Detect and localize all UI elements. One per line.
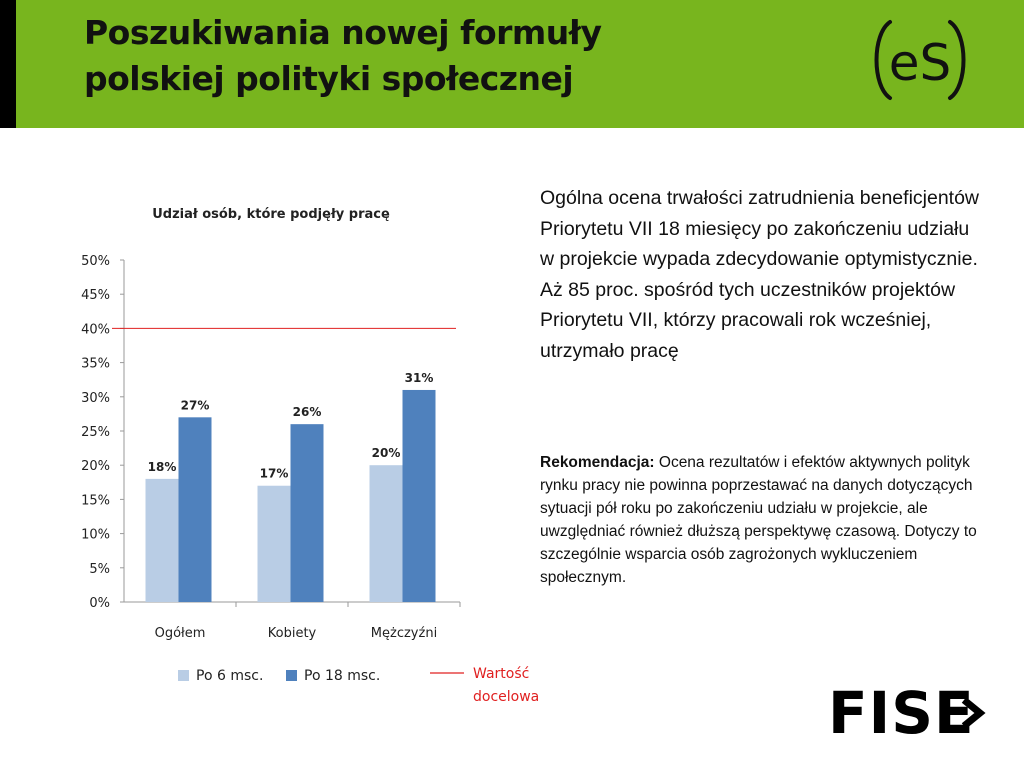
bar: [257, 485, 291, 602]
y-axis-ticks: 0% 5% 10% 15% 20% 25% 30% 35% 40% 45% 50%: [81, 254, 124, 611]
bar-data-label: 27%: [181, 398, 210, 412]
slide-title-line2: polskiej polityki społecznej: [84, 59, 574, 98]
legend-swatch: [286, 670, 297, 681]
recommendation-body: Ocena rezultatów i efektów aktywnych pol…: [540, 454, 977, 586]
y-tick-label: 10%: [81, 528, 110, 543]
target-legend-label-line2: docelowa: [473, 689, 539, 705]
bar-data-label: 17%: [260, 467, 289, 481]
fise-logo-text: FISE: [828, 679, 975, 747]
legend-label: Po 18 msc.: [304, 668, 380, 684]
bar-data-label: 18%: [148, 460, 177, 474]
recommendation-paragraph: Rekomendacja: Ocena rezultatów i efektów…: [540, 451, 980, 589]
slide-title: Poszukiwania nowej formuły polskiej poli…: [84, 10, 602, 102]
es-logo-right-paren: [948, 20, 966, 100]
y-tick-label: 15%: [81, 493, 110, 508]
bar: [369, 465, 403, 602]
legend: Po 6 msc. Po 18 msc.: [178, 668, 380, 684]
es-logo: eS: [874, 20, 966, 100]
x-category-label: Kobiety: [268, 626, 317, 641]
legend-swatch: [178, 670, 189, 681]
x-axis-labels: Ogółem Kobiety Mężczyźni: [155, 602, 461, 641]
y-tick-label: 30%: [81, 391, 110, 406]
y-tick-label: 5%: [89, 562, 110, 577]
bar: [145, 478, 179, 602]
x-category-label: Ogółem: [155, 626, 206, 641]
bar: [402, 389, 436, 602]
header-accent-strip: [0, 0, 16, 128]
y-tick-label: 0%: [89, 596, 110, 611]
x-category-label: Mężczyźni: [371, 626, 437, 641]
legend-label: Po 6 msc.: [196, 668, 263, 684]
bar: [290, 424, 324, 602]
header-bar: Poszukiwania nowej formuły polskiej poli…: [0, 0, 1024, 128]
slide-title-line1: Poszukiwania nowej formuły: [84, 13, 602, 52]
recommendation-label: Rekomendacja:: [540, 454, 655, 471]
bar-data-label: 26%: [293, 405, 322, 419]
y-tick-label: 20%: [81, 459, 110, 474]
y-tick-label: 45%: [81, 288, 110, 303]
es-logo-left-paren: [874, 20, 892, 100]
summary-paragraph: Ogólna ocena trwałości zatrudnienia bene…: [540, 187, 980, 362]
bar-data-label: 20%: [372, 446, 401, 460]
fise-arrow-icon: [961, 697, 986, 729]
y-tick-label: 35%: [81, 357, 110, 372]
chart-title: Udział osób, które podjęły pracę: [152, 207, 390, 222]
y-tick-label: 40%: [81, 322, 110, 337]
y-tick-label: 25%: [81, 425, 110, 440]
bar-series: 18% 27% 17% 26% 20% 31%: [145, 371, 436, 602]
es-logo-text: eS: [889, 34, 952, 92]
target-legend-label-line1: Wartość: [473, 666, 529, 682]
y-tick-label: 50%: [81, 254, 110, 269]
bar-data-label: 31%: [405, 371, 434, 385]
bar-chart: Udział osób, które podjęły pracę 0% 5% 10%…: [81, 207, 539, 705]
bar: [178, 417, 212, 602]
